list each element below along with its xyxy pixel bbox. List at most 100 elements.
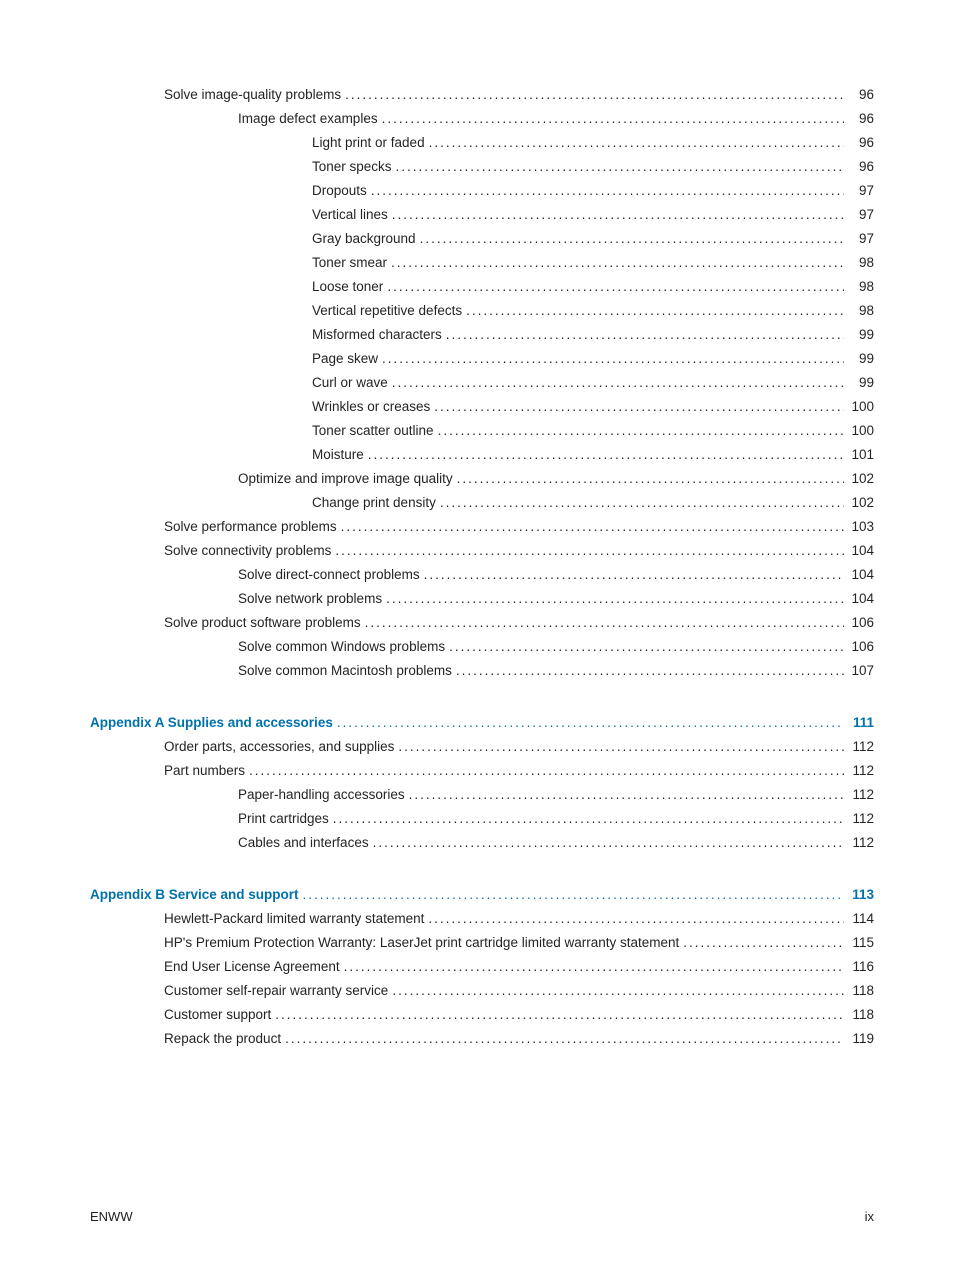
toc-entry[interactable]: Hewlett-Packard limited warranty stateme… xyxy=(90,912,874,926)
toc-entry-label: Change print density xyxy=(312,496,440,510)
toc-entry[interactable]: Solve performance problems 103 xyxy=(90,520,874,534)
toc-entry-label: Repack the product xyxy=(164,1032,285,1046)
toc-entry[interactable]: Curl or wave99 xyxy=(90,376,874,390)
toc-entry[interactable]: Customer support118 xyxy=(90,1008,874,1022)
toc-entry-label: Light print or faded xyxy=(312,136,429,150)
toc-entry-page: 118 xyxy=(844,1008,874,1022)
toc-entry[interactable]: Solve network problems104 xyxy=(90,592,874,606)
toc-entry[interactable]: Solve common Macintosh problems107 xyxy=(90,664,874,678)
toc-entry-label: Solve product software problems xyxy=(164,616,365,630)
toc-entry-label: Cables and interfaces xyxy=(238,836,373,850)
toc-leader-dots xyxy=(373,836,844,850)
toc-entry[interactable]: Paper-handling accessories112 xyxy=(90,788,874,802)
toc-entry-page: 112 xyxy=(844,740,874,754)
toc-entry-label: Appendix B Service and support xyxy=(90,888,303,902)
toc-entry-page: 100 xyxy=(844,400,874,414)
toc-leader-dots xyxy=(456,664,844,678)
toc-entry-label: Toner scatter outline xyxy=(312,424,438,438)
toc-entry-page: 98 xyxy=(844,280,874,294)
toc-entry[interactable]: Moisture101 xyxy=(90,448,874,462)
footer-right: ix xyxy=(865,1209,874,1224)
toc-entry-page: 97 xyxy=(844,208,874,222)
toc-entry-page: 106 xyxy=(844,640,874,654)
toc-leader-dots xyxy=(345,88,844,102)
toc-entry-page: 114 xyxy=(844,912,874,926)
toc-entry-label: Optimize and improve image quality xyxy=(238,472,457,486)
toc-entry[interactable]: Solve direct-connect problems104 xyxy=(90,568,874,582)
toc-entry-page: 98 xyxy=(844,256,874,270)
toc-entry[interactable]: Part numbers 112 xyxy=(90,764,874,778)
toc-entry[interactable]: Wrinkles or creases 100 xyxy=(90,400,874,414)
toc-leader-dots xyxy=(337,716,844,730)
toc-entry-label: Gray background xyxy=(312,232,420,246)
toc-entry[interactable]: Page skew99 xyxy=(90,352,874,366)
toc-entry-label: Page skew xyxy=(312,352,382,366)
toc-entry[interactable]: Order parts, accessories, and supplies11… xyxy=(90,740,874,754)
toc-leader-dots xyxy=(249,764,844,778)
toc-entry[interactable]: Vertical lines97 xyxy=(90,208,874,222)
toc-leader-dots xyxy=(303,888,844,902)
toc-entry[interactable]: Solve common Windows problems 106 xyxy=(90,640,874,654)
toc-leader-dots xyxy=(391,256,844,270)
toc-entry[interactable]: Print cartridges112 xyxy=(90,812,874,826)
toc-leader-dots xyxy=(449,640,844,654)
toc-entry[interactable]: Repack the product 119 xyxy=(90,1032,874,1046)
toc-entry[interactable]: Light print or faded96 xyxy=(90,136,874,150)
toc-entry-page: 103 xyxy=(844,520,874,534)
toc-entry-page: 99 xyxy=(844,328,874,342)
toc-entry[interactable]: Toner scatter outline100 xyxy=(90,424,874,438)
toc-entry[interactable]: Dropouts97 xyxy=(90,184,874,198)
section-gap xyxy=(90,860,874,888)
toc-entry-page: 112 xyxy=(844,764,874,778)
toc-entry-label: Solve performance problems xyxy=(164,520,341,534)
toc-entry-page: 118 xyxy=(844,984,874,998)
toc-entry[interactable]: Change print density102 xyxy=(90,496,874,510)
toc-entry[interactable]: Optimize and improve image quality102 xyxy=(90,472,874,486)
toc-entry-label: End User License Agreement xyxy=(164,960,344,974)
toc-entry[interactable]: Solve image-quality problems96 xyxy=(90,88,874,102)
toc-entry[interactable]: Loose toner 98 xyxy=(90,280,874,294)
toc-leader-dots xyxy=(683,936,844,950)
toc-entry-label: Solve common Windows problems xyxy=(238,640,449,654)
toc-entry-label: Customer self-repair warranty service xyxy=(164,984,392,998)
toc-entry[interactable]: Cables and interfaces112 xyxy=(90,836,874,850)
toc-entry[interactable]: HP's Premium Protection Warranty: LaserJ… xyxy=(90,936,874,950)
toc-entry[interactable]: Solve connectivity problems104 xyxy=(90,544,874,558)
toc-leader-dots xyxy=(386,592,844,606)
toc-entry-page: 119 xyxy=(844,1032,874,1046)
toc-entry-page: 104 xyxy=(844,568,874,582)
toc-entry-page: 113 xyxy=(844,888,874,902)
toc-entry[interactable]: Toner smear98 xyxy=(90,256,874,270)
toc-entry-label: Loose toner xyxy=(312,280,387,294)
toc-entry-label: Print cartridges xyxy=(238,812,333,826)
toc-entry-label: Toner specks xyxy=(312,160,396,174)
toc-heading[interactable]: Appendix A Supplies and accessories111 xyxy=(90,716,874,730)
toc-entry-label: Solve connectivity problems xyxy=(164,544,335,558)
toc-heading[interactable]: Appendix B Service and support 113 xyxy=(90,888,874,902)
toc-entry[interactable]: Toner specks96 xyxy=(90,160,874,174)
toc-entry-label: Hewlett-Packard limited warranty stateme… xyxy=(164,912,428,926)
toc-leader-dots xyxy=(333,812,844,826)
toc-entry-label: Solve image-quality problems xyxy=(164,88,345,102)
toc-entry[interactable]: Misformed characters99 xyxy=(90,328,874,342)
toc-entry[interactable]: End User License Agreement116 xyxy=(90,960,874,974)
toc-leader-dots xyxy=(429,136,844,150)
toc-entry[interactable]: Image defect examples96 xyxy=(90,112,874,126)
toc-leader-dots xyxy=(428,912,844,926)
toc-leader-dots xyxy=(396,160,844,174)
toc-entry-label: Moisture xyxy=(312,448,368,462)
toc-entry[interactable]: Solve product software problems 106 xyxy=(90,616,874,630)
toc-entry-label: HP's Premium Protection Warranty: LaserJ… xyxy=(164,936,683,950)
toc-entry-page: 106 xyxy=(844,616,874,630)
section-gap xyxy=(90,688,874,716)
toc-entry-label: Solve common Macintosh problems xyxy=(238,664,456,678)
toc-entry-label: Paper-handling accessories xyxy=(238,788,409,802)
toc-entry-label: Wrinkles or creases xyxy=(312,400,434,414)
toc-entry[interactable]: Customer self-repair warranty service 118 xyxy=(90,984,874,998)
toc-entry-page: 97 xyxy=(844,184,874,198)
toc-entry[interactable]: Gray background97 xyxy=(90,232,874,246)
toc-entry[interactable]: Vertical repetitive defects98 xyxy=(90,304,874,318)
toc-leader-dots xyxy=(409,788,844,802)
toc-entry-label: Part numbers xyxy=(164,764,249,778)
toc-leader-dots xyxy=(424,568,844,582)
